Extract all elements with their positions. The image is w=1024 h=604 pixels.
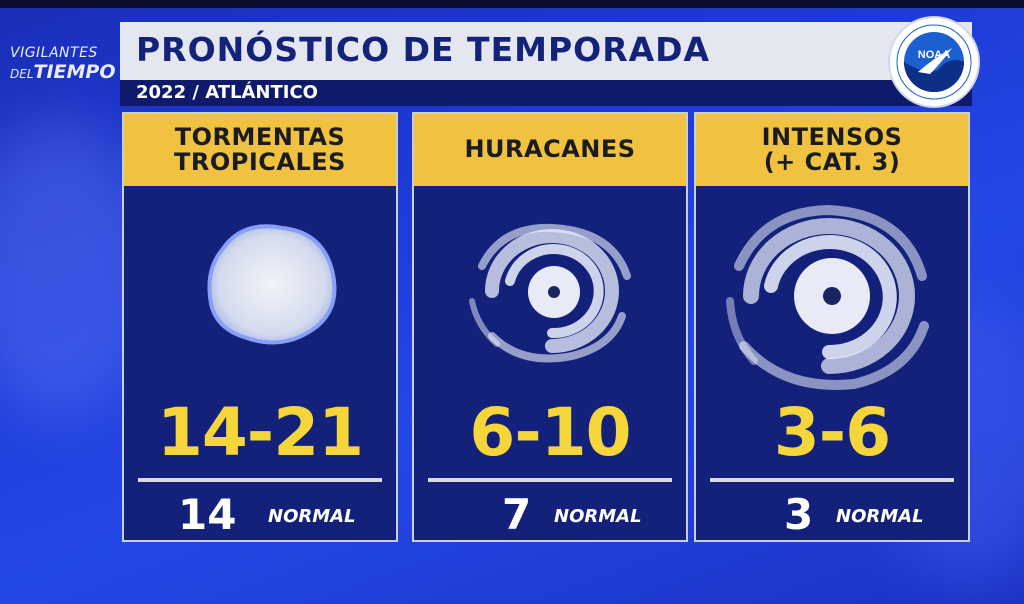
- forecast-range: 6-10: [469, 394, 631, 471]
- divider-line: [710, 478, 954, 482]
- column-header: TORMENTAS TROPICALES: [124, 114, 396, 186]
- branding-tiempo: TIEMPO: [33, 61, 116, 83]
- normal-label: NORMAL: [554, 506, 642, 527]
- branding-line1: VIGILANTES: [10, 45, 98, 61]
- divider-line: [138, 478, 382, 482]
- column-tropical-storms: TORMENTAS TROPICALES 14-21 14 NORMAL: [122, 112, 398, 542]
- normal-value: 14: [178, 490, 237, 539]
- major-hurricane-icon: [726, 204, 929, 390]
- column-header-line1: HURACANES: [464, 135, 636, 164]
- column-major-hurricanes: INTENSOS (+ CAT. 3) 3-6 3 NORMAL: [694, 112, 970, 542]
- forecast-panel: PRONÓSTICO DE TEMPORADA 2022 / ATLÁNTICO…: [118, 18, 978, 544]
- branding-line2: DELTIEMPO: [10, 63, 116, 82]
- noaa-logo-icon: NOAA: [892, 20, 976, 104]
- column-header-line1: INTENSOS: [761, 122, 903, 151]
- divider-line: [428, 478, 672, 482]
- hurricane-icon: [469, 223, 631, 363]
- column-header: INTENSOS (+ CAT. 3): [696, 114, 968, 186]
- normal-label: NORMAL: [268, 506, 356, 527]
- page-title: PRONÓSTICO DE TEMPORADA: [136, 30, 711, 69]
- column-header-line2: TROPICALES: [174, 148, 346, 176]
- noaa-logo: NOAA: [890, 18, 978, 106]
- normal-label: NORMAL: [836, 506, 924, 527]
- branding-del: DEL: [10, 67, 34, 81]
- forecast-range: 14-21: [156, 394, 364, 471]
- column-header-line1: TORMENTAS: [174, 122, 346, 151]
- tropical-storm-icon: [207, 224, 337, 345]
- normal-value: 7: [502, 490, 532, 539]
- channel-branding: VIGILANTES DELTIEMPO: [10, 46, 116, 82]
- normal-row: 7 NORMAL: [414, 488, 686, 539]
- column-header: HURACANES: [414, 114, 686, 186]
- page-subtitle: 2022 / ATLÁNTICO: [136, 82, 318, 103]
- column-hurricanes: HURACANES 6-10 7 NORMAL: [412, 112, 688, 542]
- top-frame-strip: [0, 0, 1024, 8]
- subtitle-bar: 2022 / ATLÁNTICO: [120, 80, 972, 106]
- normal-row: 3 NORMAL: [696, 488, 968, 539]
- normal-value: 3: [784, 490, 814, 539]
- noaa-logo-text: NOAA: [918, 49, 950, 61]
- normal-row: 14 NORMAL: [124, 488, 396, 539]
- column-header-line2: (+ CAT. 3): [763, 148, 901, 176]
- forecast-range: 3-6: [773, 394, 891, 471]
- title-bar: PRONÓSTICO DE TEMPORADA: [120, 22, 972, 80]
